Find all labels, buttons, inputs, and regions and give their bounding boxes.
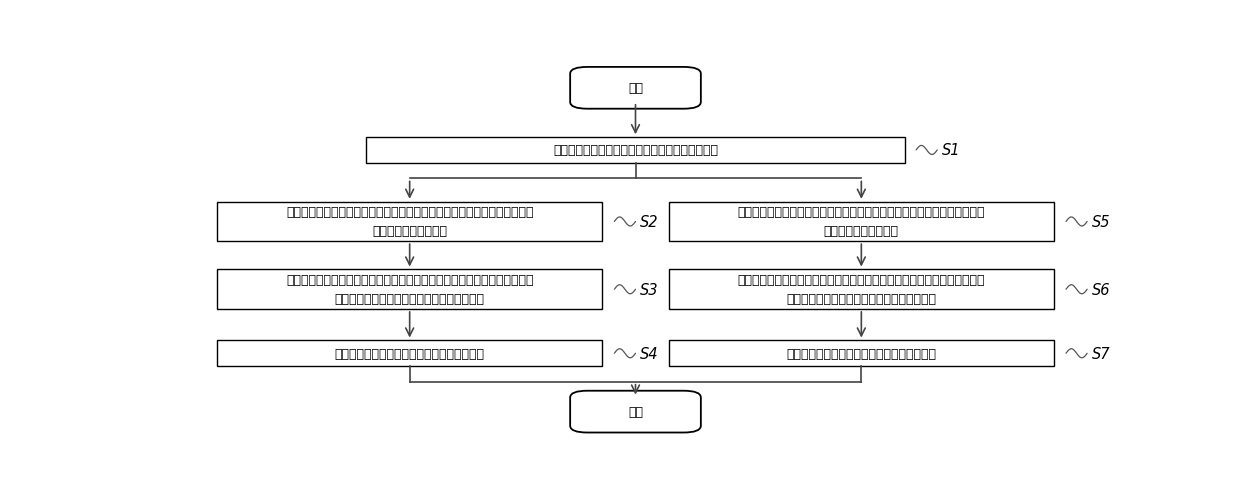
FancyBboxPatch shape [367, 138, 905, 163]
Text: 结束: 结束 [627, 406, 644, 418]
Text: 调节制热器，直至实际温度达到第二调节温度: 调节制热器，直至实际温度达到第二调节温度 [786, 347, 936, 360]
FancyBboxPatch shape [217, 203, 601, 242]
FancyBboxPatch shape [570, 391, 701, 433]
Text: S2: S2 [640, 215, 658, 229]
FancyBboxPatch shape [670, 203, 1054, 242]
Text: S4: S4 [640, 346, 658, 361]
FancyBboxPatch shape [570, 68, 701, 109]
Text: S5: S5 [1092, 215, 1111, 229]
Text: S7: S7 [1092, 346, 1111, 361]
FancyBboxPatch shape [670, 270, 1054, 309]
Text: S6: S6 [1092, 282, 1111, 297]
Text: S1: S1 [942, 143, 961, 158]
FancyBboxPatch shape [670, 341, 1054, 366]
Text: 将第一调节温度与第二预设阈值进行对比，并在第一调节温度小于第二预设
阈值时，将第一调节温度调整为第二预设阈值: 将第一调节温度与第二预设阈值进行对比，并在第一调节温度小于第二预设 阈值时，将第… [286, 274, 533, 305]
Text: 开始: 开始 [627, 82, 644, 95]
Text: 当实际温度大于第一预设阈值时，依据实际温度、剩余电量以及第一对应关
系，得到第一调节温度: 当实际温度大于第一预设阈值时，依据实际温度、剩余电量以及第一对应关 系，得到第一… [286, 206, 533, 238]
Text: 检测动力电池的剩余电量、以及汽车内的实际温度: 检测动力电池的剩余电量、以及汽车内的实际温度 [553, 144, 718, 157]
Text: 调节制冷器，直至实际温度达到第一调节温度: 调节制冷器，直至实际温度达到第一调节温度 [335, 347, 485, 360]
FancyBboxPatch shape [217, 270, 601, 309]
Text: 当实际温度小于第三预设阈值时，依据实际温度、剩余电量以及第二对应关
系，得到第二调节温度: 当实际温度小于第三预设阈值时，依据实际温度、剩余电量以及第二对应关 系，得到第二… [738, 206, 985, 238]
Text: 将第二调节温度与第四预设阈值进行对比，并在第二调节温度大于第四预设
阈值时，将第二调节温度调整为第四预设阈值: 将第二调节温度与第四预设阈值进行对比，并在第二调节温度大于第四预设 阈值时，将第… [738, 274, 985, 305]
FancyBboxPatch shape [217, 341, 601, 366]
Text: S3: S3 [640, 282, 658, 297]
